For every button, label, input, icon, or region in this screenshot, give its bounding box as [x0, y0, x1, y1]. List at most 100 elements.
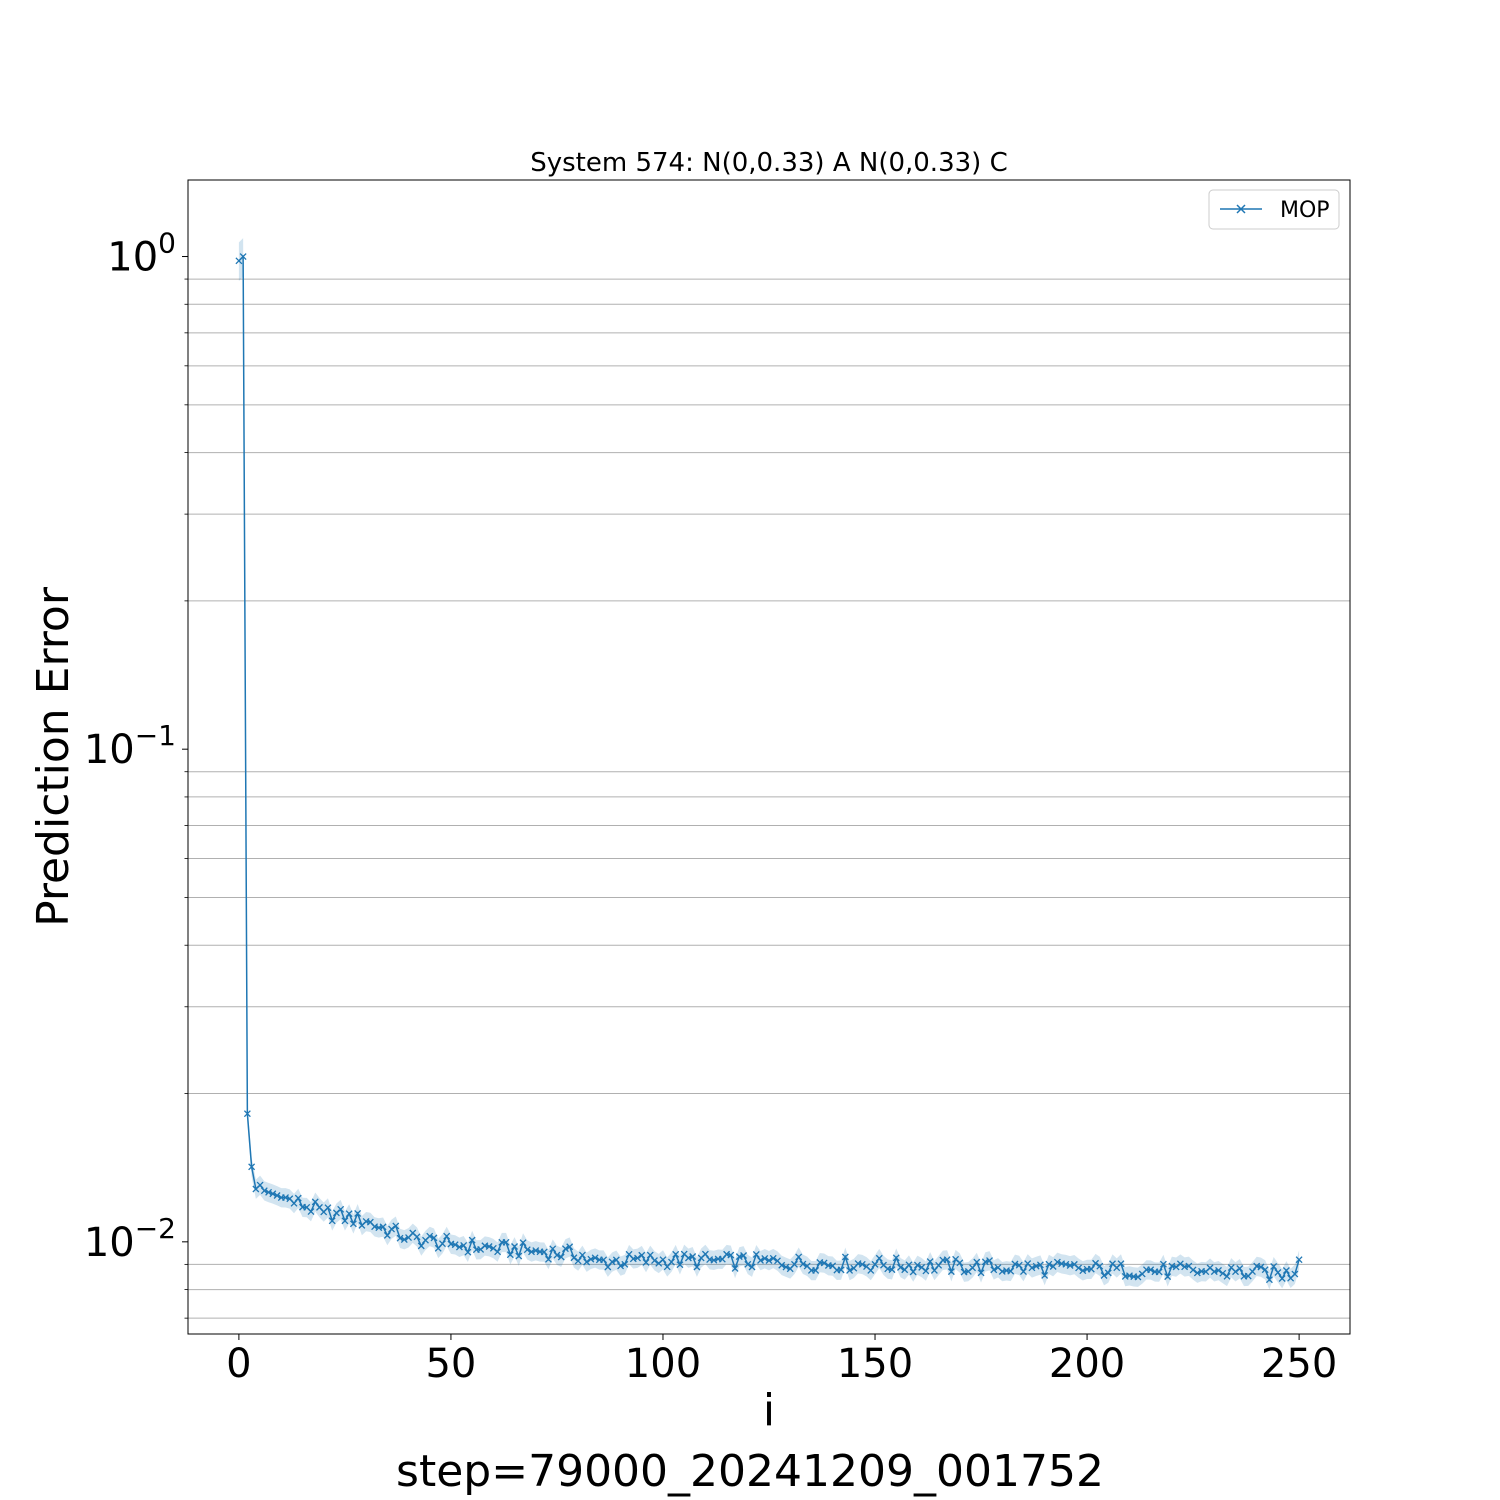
data-point-marker — [765, 1257, 773, 1264]
data-point-marker — [1045, 1260, 1053, 1268]
data-point-marker — [799, 1260, 807, 1268]
data-point-marker — [769, 1254, 777, 1262]
data-point-marker — [867, 1266, 875, 1274]
data-point-marker — [511, 1243, 519, 1250]
data-point-marker — [388, 1225, 396, 1233]
data-point-marker — [846, 1266, 854, 1274]
data-point-marker — [1257, 1263, 1265, 1271]
data-point-marker — [1278, 1275, 1286, 1282]
data-point-marker — [583, 1258, 591, 1266]
data-point-marker — [1261, 1266, 1269, 1274]
data-point-marker — [468, 1236, 476, 1244]
data-point-marker — [383, 1231, 391, 1239]
data-point-marker — [519, 1239, 527, 1247]
data-point-marker — [935, 1261, 943, 1269]
data-point-marker — [578, 1251, 586, 1259]
data-point-marker — [977, 1269, 985, 1277]
x-tick-label: 100 — [625, 1341, 701, 1387]
data-point-marker — [638, 1251, 646, 1259]
data-point-marker — [269, 1190, 277, 1198]
data-point-marker — [871, 1260, 879, 1268]
data-point-marker — [1210, 1268, 1218, 1276]
y-axis-ticks: 100 10−1 10−2 — [84, 227, 188, 1319]
data-point-marker — [561, 1245, 569, 1253]
data-point-marker — [294, 1194, 302, 1202]
x-tick-label: 200 — [1049, 1341, 1125, 1387]
data-point-marker — [909, 1268, 917, 1276]
data-point-marker — [990, 1266, 998, 1274]
data-point-marker — [396, 1234, 404, 1242]
data-point-marker — [651, 1257, 658, 1265]
data-point-marker — [460, 1241, 468, 1249]
data-point-marker — [969, 1264, 977, 1272]
data-point-marker — [1087, 1265, 1095, 1273]
data-point-marker — [1265, 1276, 1273, 1284]
data-point-marker — [1176, 1260, 1184, 1268]
data-point-marker — [566, 1243, 574, 1251]
data-point-marker — [1028, 1264, 1036, 1272]
legend: MOP — [1208, 189, 1340, 230]
data-point-marker — [1092, 1259, 1100, 1267]
chart-title: System 574: N(0,0.33) A N(0,0.33) C — [530, 148, 1007, 178]
data-point-marker — [1270, 1262, 1278, 1270]
data-point-marker — [710, 1256, 718, 1264]
data-point-marker — [672, 1250, 680, 1258]
plot-frame — [187, 179, 1351, 1335]
data-point-marker — [621, 1260, 629, 1268]
data-point-marker — [379, 1223, 387, 1231]
data-point-marker — [634, 1254, 641, 1262]
data-point-marker — [1193, 1269, 1201, 1277]
data-point-marker — [243, 1110, 251, 1118]
data-point-marker — [888, 1266, 896, 1274]
data-point-marker — [1079, 1267, 1087, 1275]
data-point-marker — [1015, 1261, 1023, 1269]
data-point-marker — [345, 1210, 353, 1218]
data-point-marker — [812, 1266, 820, 1274]
data-point-marker — [761, 1255, 769, 1262]
data-point-marker — [557, 1253, 565, 1261]
data-point-marker — [689, 1253, 697, 1260]
data-point-marker — [443, 1232, 451, 1240]
data-point-marker — [600, 1256, 608, 1264]
data-point-marker — [506, 1251, 514, 1259]
data-point-marker — [574, 1257, 582, 1265]
data-point-marker — [897, 1263, 904, 1271]
x-tick-label: 150 — [837, 1341, 913, 1387]
data-point-marker — [464, 1248, 472, 1256]
data-point-marker — [752, 1250, 760, 1258]
data-point-marker — [693, 1263, 701, 1271]
data-point-marker — [265, 1188, 273, 1196]
data-point-marker — [1134, 1273, 1142, 1281]
data-point-marker — [540, 1248, 548, 1256]
y-tick-label: 10−1 — [84, 719, 176, 773]
data-point-marker — [986, 1257, 993, 1264]
data-point-marker — [684, 1254, 692, 1262]
data-point-marker — [426, 1232, 434, 1240]
data-point-marker — [1172, 1263, 1180, 1271]
legend-entry-mop: MOP — [1280, 198, 1330, 223]
data-point-marker — [438, 1240, 446, 1248]
data-point-marker — [1075, 1264, 1083, 1272]
data-point-marker — [1100, 1272, 1108, 1279]
data-point-marker — [455, 1243, 463, 1251]
data-point-marker — [608, 1258, 616, 1266]
data-point-marker — [290, 1199, 298, 1207]
data-point-marker — [591, 1254, 599, 1262]
data-point-marker — [981, 1258, 989, 1266]
data-point-marker — [1295, 1256, 1303, 1264]
data-point-marker — [1011, 1260, 1019, 1268]
data-point-marker — [795, 1253, 803, 1261]
data-point-marker — [956, 1259, 964, 1267]
data-point-marker — [307, 1208, 315, 1216]
y-axis-label: Prediction Error — [28, 586, 79, 927]
marker-layer — [235, 253, 1303, 1284]
data-point-marker — [248, 1163, 256, 1171]
data-point-marker — [587, 1255, 595, 1263]
data-point-marker — [892, 1254, 900, 1262]
data-point-marker — [659, 1256, 667, 1264]
data-point-marker — [549, 1245, 557, 1253]
data-point-marker — [239, 253, 247, 260]
data-point-marker — [875, 1254, 883, 1262]
data-point-marker — [553, 1251, 561, 1259]
data-point-marker — [494, 1248, 502, 1256]
